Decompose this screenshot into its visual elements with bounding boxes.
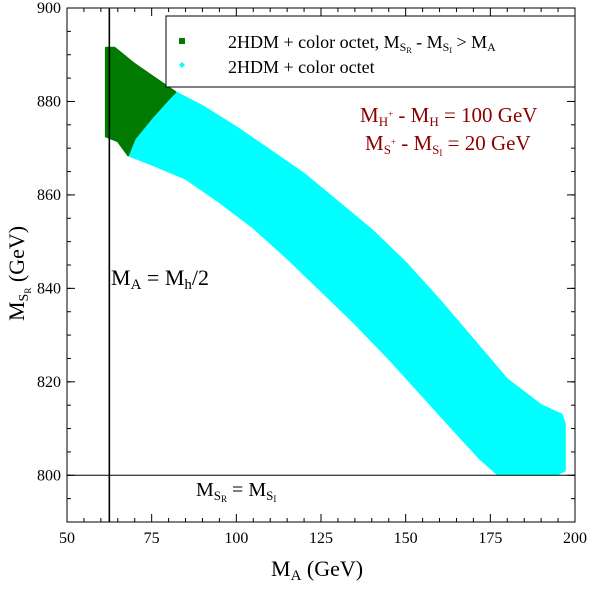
- scatter-region-cyan: [127, 91, 566, 475]
- y-tick-label: 880: [37, 93, 61, 110]
- legend-marker-green: [179, 38, 185, 44]
- legend: 2HDM + color octet, MSR - MSI > MA 2HDM …: [165, 15, 576, 88]
- x-tick-label: 175: [478, 530, 502, 547]
- x-tick-label: 200: [563, 530, 587, 547]
- scatter-region-green: [104, 46, 177, 157]
- x-tick-label: 150: [394, 530, 418, 547]
- y-axis-label: MSR (GeV): [4, 226, 33, 321]
- x-tick-label: 75: [144, 530, 160, 547]
- data-regions: [104, 46, 566, 475]
- x-tick-label: 100: [224, 530, 248, 547]
- legend-box: [165, 15, 576, 88]
- y-axis-ticks: 800 820 840 860 880 900: [37, 0, 575, 523]
- x-axis-ticks: 50 75 100 125 150 175 200: [59, 8, 587, 547]
- reference-lines: [67, 8, 575, 522]
- y-tick-label: 800: [37, 467, 61, 484]
- x-tick-label: 50: [59, 530, 75, 547]
- x-tick-label: 125: [309, 530, 333, 547]
- legend-entry-cyan: 2HDM + color octet: [228, 57, 375, 77]
- annotation-charged-higgs-splitting: MH+ - MH = 100 GeV: [360, 103, 537, 129]
- ref-label-vertical: MA = Mh/2: [111, 265, 209, 293]
- x-axis-label: MA (GeV): [271, 556, 363, 584]
- legend-entry-green: 2HDM + color octet, MSR - MSI > MA: [228, 32, 496, 55]
- annotation-octet-splitting: MS+ - MSI = 20 GeV: [365, 131, 531, 158]
- y-tick-label: 820: [37, 374, 61, 391]
- legend-marker-cyan: [179, 62, 185, 68]
- ref-label-horizontal: MSR = MSI: [196, 479, 276, 504]
- y-tick-label: 860: [37, 187, 61, 204]
- y-tick-label: 900: [37, 0, 61, 17]
- y-tick-label: 840: [37, 280, 61, 297]
